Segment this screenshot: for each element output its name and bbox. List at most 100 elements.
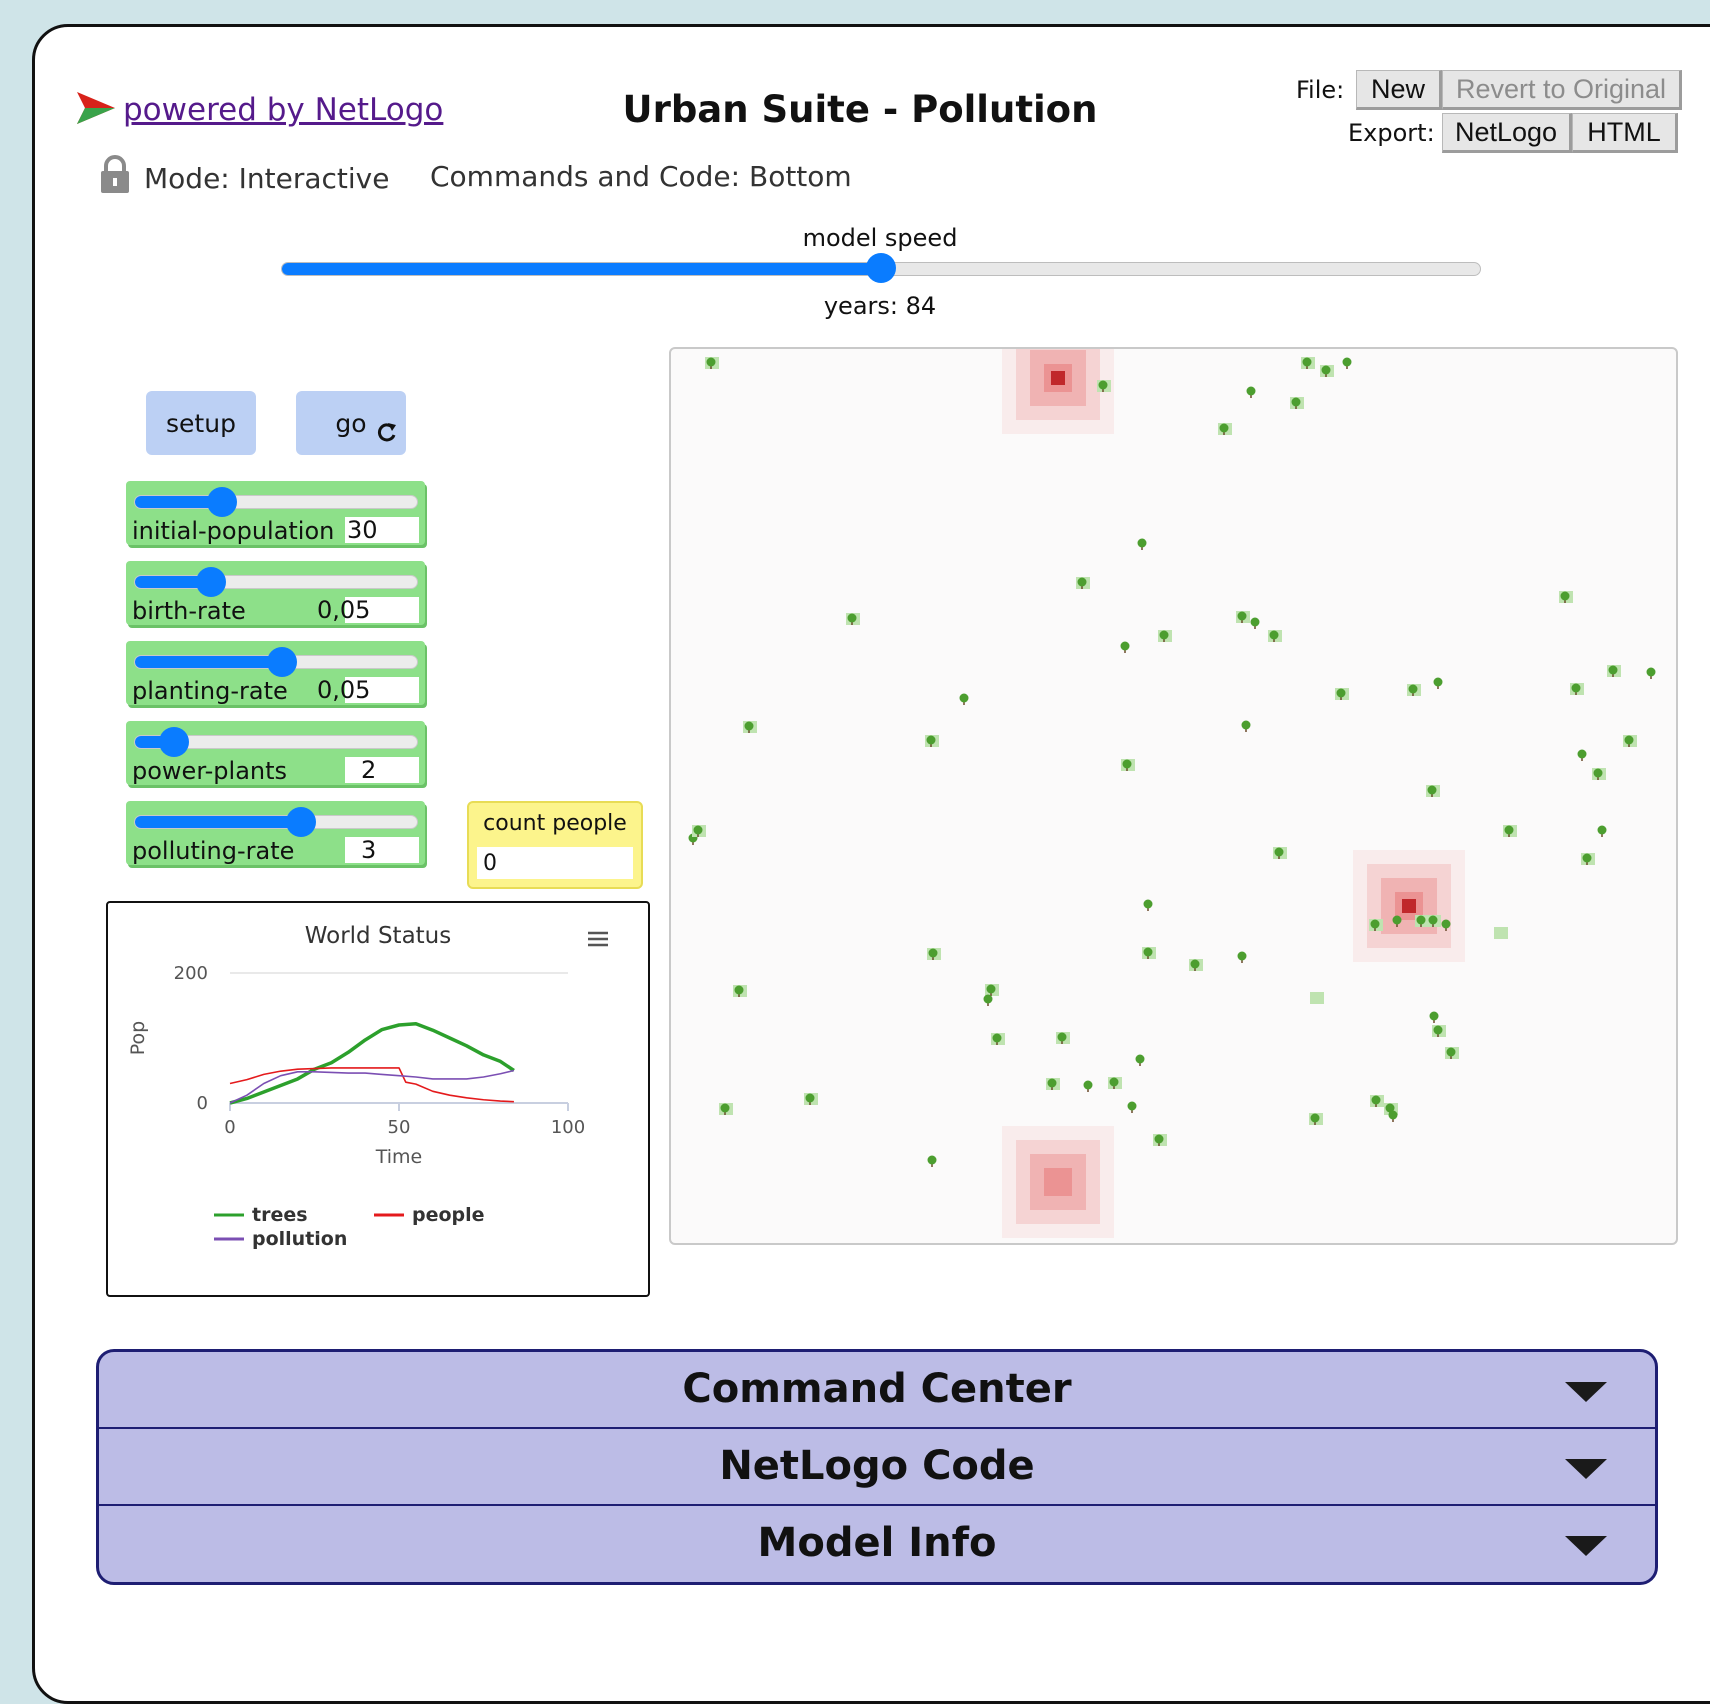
tree-crown (744, 721, 754, 731)
slider-planting-rate[interactable]: planting-rate 0,05 (126, 641, 425, 705)
tree-crown (1291, 397, 1301, 407)
tree (733, 985, 747, 997)
tree-crown (1388, 1110, 1398, 1120)
tree (846, 613, 860, 625)
tree-crown (1143, 899, 1153, 909)
chevron-down-icon (1565, 1459, 1607, 1479)
slider-label: initial-population (132, 517, 335, 545)
slider-value: 0,05 (317, 596, 371, 624)
tree (1108, 1077, 1122, 1089)
pollution-cell (1030, 1154, 1086, 1210)
pollution-cell (1002, 349, 1114, 434)
tree (1427, 915, 1441, 927)
forever-icon (376, 420, 398, 449)
drawers-panel: Command Center NetLogo Code Model Info (96, 1349, 1658, 1585)
go-button[interactable]: go (296, 391, 406, 455)
slider-label: polluting-rate (132, 837, 295, 865)
setup-button[interactable]: setup (146, 391, 256, 455)
tree-crown (1433, 677, 1443, 687)
drawer-netlogo-code[interactable]: NetLogo Code (99, 1429, 1655, 1506)
pollution-cell (1044, 1168, 1072, 1196)
tree (1137, 538, 1147, 550)
powered-by-text: powered by NetLogo (123, 92, 444, 128)
tree-crown (1571, 683, 1581, 693)
tree (1158, 630, 1172, 642)
tree (692, 825, 706, 837)
slider-power-plants[interactable]: power-plants 2 (126, 721, 425, 785)
revert-button[interactable]: Revert to Original (1442, 70, 1682, 110)
model-speed-slider[interactable] (281, 253, 1481, 283)
speed-label: model speed (802, 224, 958, 252)
tree (1559, 591, 1573, 603)
tree-crown (1083, 1080, 1093, 1090)
tree-crown (992, 1033, 1002, 1043)
chevron-down-icon (1565, 1536, 1607, 1556)
tree-crown (1416, 915, 1426, 925)
tree-crown (1098, 380, 1108, 390)
slider-initial-population[interactable]: initial-population 30 (126, 481, 425, 545)
tree-crown (1269, 630, 1279, 640)
tree-crown (1342, 357, 1352, 367)
x-tick-label: 100 (551, 1117, 585, 1138)
tree (1241, 720, 1251, 732)
tree (959, 693, 969, 705)
tree-crown (1120, 641, 1130, 651)
tree-crown (1427, 785, 1437, 795)
tree (1388, 1110, 1398, 1122)
new-button[interactable]: New (1356, 70, 1442, 110)
slider-track[interactable] (134, 647, 418, 677)
pollution-cell (1016, 1140, 1100, 1224)
tree-crown (1143, 947, 1153, 957)
slider-thumb[interactable] (159, 727, 190, 757)
slider-fill (135, 496, 223, 508)
hamburger-menu-icon[interactable] (586, 928, 616, 952)
tree (1268, 630, 1282, 642)
tree-crown (1441, 919, 1451, 929)
slider-thumb[interactable] (286, 807, 317, 837)
slider-track[interactable] (134, 487, 418, 517)
tree-crown (1392, 915, 1402, 925)
slider-thumb[interactable] (196, 567, 227, 597)
tree-crown (926, 735, 936, 745)
tree (1433, 677, 1443, 689)
tree (1426, 785, 1440, 797)
slider-track[interactable] (134, 727, 418, 757)
tree (927, 948, 941, 960)
drawer-command-center[interactable]: Command Center (99, 1352, 1655, 1429)
tree (1415, 915, 1429, 927)
slider-fill (135, 656, 282, 668)
plot-chart: World Status 0 50 100 0 200 Time Pop trees peop… (127, 923, 616, 1250)
series-line-people (229, 1067, 514, 1103)
world-view[interactable] (669, 347, 1678, 1245)
tree (1570, 683, 1584, 695)
mode-toggle[interactable]: Mode: Interactive (98, 154, 389, 201)
tree (1577, 749, 1587, 761)
tree-crown (1159, 630, 1169, 640)
tree (1218, 423, 1232, 435)
lock-icon (98, 154, 132, 201)
slider-thumb[interactable] (266, 647, 297, 677)
tree-crown (1577, 749, 1587, 759)
world-canvas[interactable] (671, 349, 1676, 1243)
slider-track[interactable] (134, 567, 418, 597)
speed-thumb[interactable] (866, 253, 896, 283)
tree-crown (1321, 365, 1331, 375)
slider-thumb[interactable] (207, 487, 238, 517)
power-plant (1402, 899, 1416, 913)
tree-crown (1336, 688, 1346, 698)
export-netlogo-button[interactable]: NetLogo (1442, 113, 1572, 153)
tree (1135, 1054, 1145, 1066)
powered-by-link[interactable]: powered by NetLogo (75, 90, 443, 134)
tree (1127, 1101, 1137, 1113)
export-html-button[interactable]: HTML (1572, 113, 1678, 153)
tree (1083, 1080, 1093, 1092)
slider-track[interactable] (134, 807, 418, 837)
tree (1046, 1078, 1060, 1090)
slider-polluting-rate[interactable]: polluting-rate 3 (126, 801, 425, 865)
commands-position-toggle[interactable]: Commands and Code: Bottom (430, 160, 852, 193)
drawer-model-info[interactable]: Model Info (99, 1506, 1655, 1582)
tree-crown (1246, 386, 1256, 396)
slider-birth-rate[interactable]: birth-rate 0,05 (126, 561, 425, 625)
tree (1097, 380, 1111, 392)
tree (1120, 641, 1130, 653)
